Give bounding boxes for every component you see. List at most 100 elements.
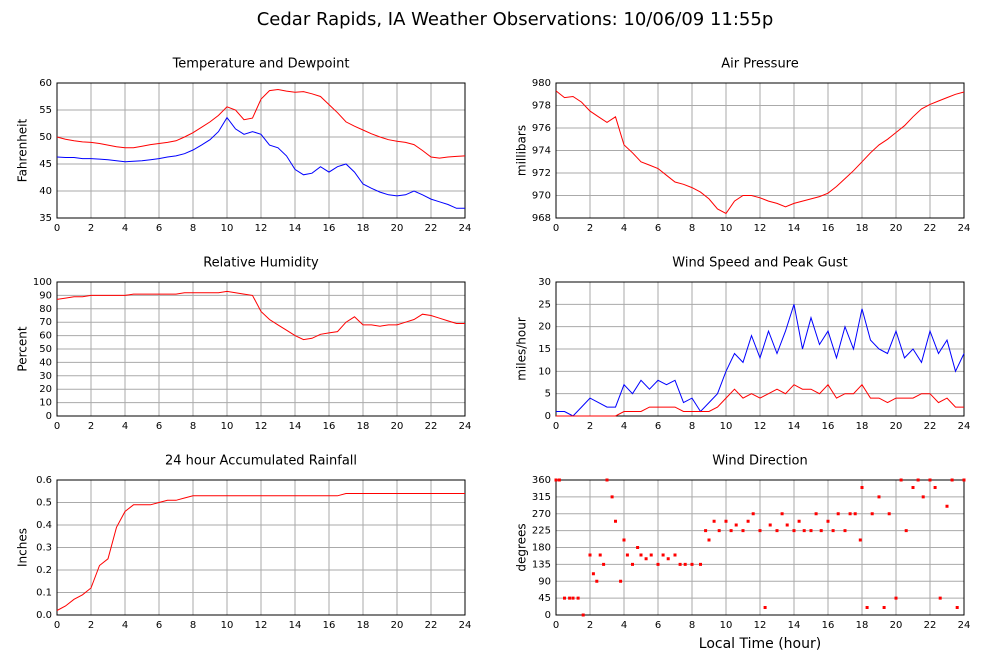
y-axis-label: Fahrenheit xyxy=(16,118,30,182)
data-point xyxy=(707,538,711,542)
x-tick-label: 16 xyxy=(822,223,835,234)
x-tick-label: 0 xyxy=(54,620,60,631)
x-tick-label: 18 xyxy=(856,421,869,432)
x-tick-label: 24 xyxy=(459,223,472,234)
data-point xyxy=(962,478,966,482)
y-tick-label: 0.2 xyxy=(36,565,52,576)
y-tick-label: 90 xyxy=(538,576,551,587)
x-tick-label: 10 xyxy=(221,223,234,234)
data-point xyxy=(882,606,886,609)
data-point xyxy=(928,478,932,482)
x-tick-label: 12 xyxy=(255,620,268,631)
data-point xyxy=(843,529,847,533)
data-point xyxy=(666,557,670,561)
x-tick-label: 22 xyxy=(924,421,937,432)
panel-title: Wind Speed and Peak Gust xyxy=(672,256,847,271)
data-point xyxy=(831,529,835,533)
y-tick-label: 20 xyxy=(39,384,52,395)
data-point xyxy=(809,529,813,533)
x-tick-label: 16 xyxy=(822,421,835,432)
x-tick-label: 10 xyxy=(221,421,234,432)
x-tick-label: 16 xyxy=(323,421,336,432)
y-tick-label: 135 xyxy=(532,559,551,570)
x-tick-label: 14 xyxy=(289,620,302,631)
data-point xyxy=(717,529,721,533)
y-tick-label: 360 xyxy=(532,475,551,486)
data-point xyxy=(865,606,869,609)
data-line xyxy=(56,493,465,611)
y-tick-label: 0.5 xyxy=(36,498,52,509)
data-point xyxy=(639,553,643,557)
x-tick-label: 0 xyxy=(54,421,60,432)
data-point xyxy=(625,553,629,557)
x-tick-label: 6 xyxy=(156,620,162,631)
data-point xyxy=(568,596,572,600)
data-point xyxy=(758,529,762,533)
x-tick-label: 20 xyxy=(391,620,404,631)
y-tick-label: 30 xyxy=(39,371,52,382)
data-point xyxy=(819,529,823,533)
data-point xyxy=(899,478,903,482)
data-line xyxy=(556,383,964,417)
y-tick-label: 10 xyxy=(39,398,52,409)
x-tick-label: 10 xyxy=(221,620,234,631)
data-point xyxy=(734,523,738,527)
x-tick-label: 8 xyxy=(689,620,695,631)
x-tick-label: 0 xyxy=(54,223,60,234)
data-point xyxy=(802,529,806,533)
data-point xyxy=(921,495,925,499)
x-tick-label: 2 xyxy=(88,223,94,234)
x-tick-label: 24 xyxy=(958,223,971,234)
x-tick-label: 2 xyxy=(587,421,593,432)
y-tick-label: 60 xyxy=(39,78,52,89)
x-tick-label: 10 xyxy=(720,223,733,234)
data-point xyxy=(576,596,580,600)
y-tick-label: 315 xyxy=(532,492,551,503)
x-tick-label: 2 xyxy=(587,223,593,234)
x-tick-label: 12 xyxy=(754,620,767,631)
data-point xyxy=(741,529,745,533)
data-point xyxy=(598,553,602,557)
data-point xyxy=(636,546,640,549)
x-tick-label: 16 xyxy=(323,620,336,631)
y-axis-label: Percent xyxy=(16,326,30,371)
y-tick-label: 0 xyxy=(46,411,52,422)
x-tick-label: 2 xyxy=(88,620,94,631)
data-point xyxy=(836,512,840,516)
panel-title: Air Pressure xyxy=(721,57,799,72)
x-tick-label: 20 xyxy=(890,620,903,631)
y-tick-label: 180 xyxy=(532,543,551,554)
data-point xyxy=(933,486,937,489)
chart-title: Cedar Rapids, IA Weather Observations: 1… xyxy=(257,9,774,30)
y-tick-label: 15 xyxy=(538,344,551,355)
y-tick-label: 976 xyxy=(532,123,551,134)
data-line xyxy=(56,290,465,341)
x-tick-label: 2 xyxy=(88,421,94,432)
data-point xyxy=(588,553,592,557)
x-tick-label: 22 xyxy=(425,223,438,234)
x-tick-label: 6 xyxy=(655,223,661,234)
data-point xyxy=(938,596,942,600)
panel-title: 24 hour Accumulated Rainfall xyxy=(165,454,357,469)
data-point xyxy=(704,529,708,533)
x-tick-label: 18 xyxy=(856,620,869,631)
plot-frame xyxy=(555,479,965,616)
plot-frame xyxy=(56,82,466,219)
y-axis-label: degrees xyxy=(515,523,529,571)
x-tick-label: 20 xyxy=(890,421,903,432)
data-point xyxy=(622,538,626,542)
data-point xyxy=(571,596,575,600)
data-point xyxy=(853,512,857,516)
data-point xyxy=(904,529,908,533)
x-tick-label: 6 xyxy=(156,421,162,432)
y-tick-label: 80 xyxy=(39,304,52,315)
data-point xyxy=(870,512,874,516)
data-point xyxy=(631,562,634,566)
x-tick-label: 20 xyxy=(890,223,903,234)
data-point xyxy=(916,478,920,482)
y-tick-label: 974 xyxy=(532,146,551,157)
y-tick-label: 978 xyxy=(532,101,551,112)
data-point xyxy=(911,486,915,489)
data-point xyxy=(792,529,796,533)
